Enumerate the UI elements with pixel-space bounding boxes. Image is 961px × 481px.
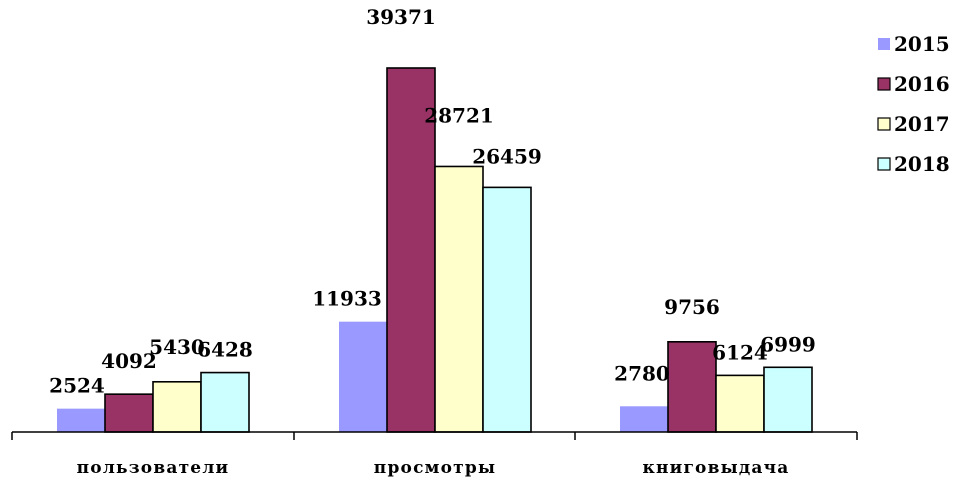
category-label-0: пользователи — [77, 458, 230, 477]
value-label-2016-0: 4092 — [101, 349, 157, 373]
bar-2017-2 — [715, 374, 765, 433]
bar-2016-0 — [104, 393, 154, 433]
bar-2015-1 — [339, 321, 387, 432]
bar-2017-0 — [152, 380, 202, 433]
bar-2016-2 — [667, 341, 717, 433]
value-label-2018-0: 6428 — [197, 338, 253, 362]
legend-swatch-2017 — [877, 117, 891, 131]
bar-2015-0 — [57, 408, 105, 432]
value-label-2015-2: 2780 — [614, 361, 670, 385]
x-axis — [11, 431, 858, 440]
legend-label-2016: 2016 — [894, 72, 950, 96]
value-label-2015-1: 11933 — [312, 287, 382, 311]
bar-2015-2 — [620, 406, 668, 432]
bar-2018-2 — [763, 366, 813, 433]
value-label-2017-0: 5430 — [149, 335, 205, 359]
legend-label-2018: 2018 — [894, 152, 950, 176]
value-label-2016-1: 39371 — [366, 5, 436, 29]
legend-label-2017: 2017 — [894, 112, 950, 136]
legend-swatch-2016 — [877, 77, 891, 91]
bar-2017-1 — [434, 165, 484, 433]
legend: 2015 2016 2017 2018 — [877, 32, 950, 176]
bar-2018-0 — [200, 371, 250, 433]
category-label-2: книговыдача — [643, 458, 790, 477]
bar-2018-1 — [482, 186, 532, 433]
legend-label-2015: 2015 — [894, 32, 950, 56]
category-label-1: просмотры — [374, 458, 496, 477]
value-label-2015-0: 2524 — [49, 374, 105, 398]
legend-swatch-2015 — [878, 38, 890, 50]
value-label-2018-1: 26459 — [472, 144, 542, 168]
value-label-2017-2: 6124 — [712, 340, 768, 364]
category-labels-layer: пользователи просмотры книговыдача — [77, 458, 790, 478]
bars-layer — [57, 67, 813, 433]
value-label-2018-2: 6999 — [760, 332, 816, 356]
value-label-2017-1: 28721 — [424, 103, 494, 127]
value-label-2016-2: 9756 — [664, 295, 720, 319]
legend-swatch-2018 — [877, 157, 891, 171]
